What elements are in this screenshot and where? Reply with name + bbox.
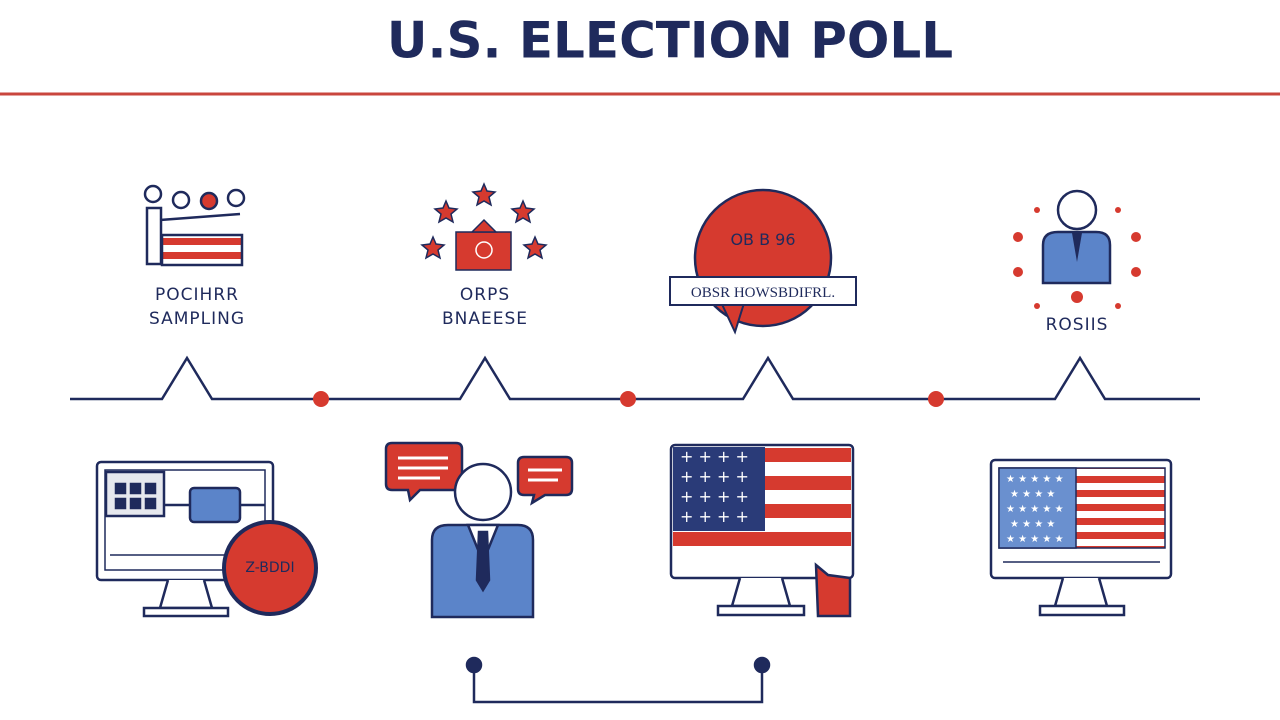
flag-monitor-part-part: + + + + bbox=[680, 447, 749, 466]
timeline-dot bbox=[313, 391, 944, 407]
speaker-icon-part bbox=[453, 462, 513, 522]
speech-bubble-part bbox=[669, 276, 857, 306]
flag-monitor-part-part: ★ ★ ★ ★ bbox=[1010, 489, 1055, 500]
flag-monitor-part-part: + + + + bbox=[680, 507, 749, 526]
flag-monitor-part bbox=[1053, 577, 1109, 608]
monitor-part-part bbox=[144, 497, 157, 510]
badge-text: Z-BDDI bbox=[245, 560, 294, 576]
monitor-part bbox=[158, 579, 214, 610]
flag-monitor-part-part: + + + + bbox=[680, 487, 749, 506]
monitor-part-part bbox=[129, 482, 142, 495]
candidate-icon-part-part bbox=[1071, 291, 1083, 303]
stars-icon-part bbox=[522, 235, 548, 260]
monitor-part bbox=[114, 482, 157, 510]
stars-icon-part bbox=[475, 241, 493, 259]
monitor-part-part bbox=[129, 497, 142, 510]
candidate-icon-part-part bbox=[1131, 267, 1141, 277]
title: U.S. ELECTION POLL bbox=[387, 12, 953, 70]
flag-monitor-part bbox=[814, 562, 852, 618]
candidate-icon-part-part bbox=[1115, 303, 1121, 309]
timeline-dot-part bbox=[928, 391, 944, 407]
candidate-icon-part-part bbox=[1013, 267, 1023, 277]
sampling-icon-part bbox=[143, 184, 163, 204]
monitor-part-part bbox=[114, 497, 127, 510]
flag-monitor-part: + + + ++ + + ++ + + ++ + + + bbox=[680, 447, 749, 526]
candidate-icon-part bbox=[1013, 207, 1141, 309]
flag-monitor-part-part: ★ ★ ★ ★ ★ bbox=[1006, 474, 1064, 485]
step-label: BNAEESE bbox=[442, 309, 528, 329]
step-label: POCIHRR bbox=[155, 285, 239, 305]
speaker-icon-part bbox=[475, 530, 491, 593]
timeline-dot-part bbox=[620, 391, 636, 407]
stars-icon-part bbox=[470, 218, 498, 233]
flag-monitor-part bbox=[1038, 604, 1126, 617]
candidate-icon-part-part bbox=[1013, 232, 1023, 242]
speaker-icon-part bbox=[384, 441, 464, 503]
connector bbox=[465, 656, 771, 704]
flag-monitor-part-part: ★ ★ ★ ★ ★ bbox=[1006, 504, 1064, 515]
stars-icon-part bbox=[420, 235, 446, 260]
flag-monitor-part bbox=[716, 604, 806, 617]
candidate-icon bbox=[1013, 189, 1141, 309]
sampling-icon-part bbox=[199, 191, 219, 211]
flag-monitor-part-part: ★ ★ ★ ★ ★ bbox=[1006, 534, 1064, 545]
stars-icon bbox=[420, 182, 548, 271]
candidate-icon-part-part bbox=[1115, 207, 1121, 213]
step-label: SAMPLING bbox=[149, 309, 245, 329]
flag-monitor: ★ ★ ★ ★ ★ ★ ★ ★ ★ ★ ★ ★ ★ ★ ★ ★ ★ ★ ★ ★ ★ ★ … bbox=[989, 458, 1173, 617]
monitor-part bbox=[222, 520, 318, 616]
banner-text: OBSR HOWSBDIFRL. bbox=[691, 285, 835, 301]
stars-icon-part bbox=[455, 231, 512, 271]
flag-monitor: + + + ++ + + ++ + + ++ + + + bbox=[669, 443, 855, 618]
timeline bbox=[70, 355, 1200, 401]
connector-part bbox=[472, 665, 764, 704]
step-label: ROSIIS bbox=[1046, 315, 1109, 335]
flag-monitor-part bbox=[730, 577, 792, 608]
candidate-icon-part-part bbox=[1131, 232, 1141, 242]
speaker-icon-part bbox=[528, 468, 562, 482]
speech-bubble bbox=[669, 188, 857, 335]
stars-icon-part bbox=[510, 199, 536, 224]
candidate-icon-part bbox=[1072, 233, 1082, 262]
flag-monitor-part-part: ★ ★ ★ ★ bbox=[1010, 519, 1055, 530]
monitor bbox=[95, 460, 318, 618]
candidate-icon-part bbox=[1056, 189, 1098, 231]
monitor-part bbox=[188, 486, 242, 524]
flag-monitor-part: ★ ★ ★ ★ ★ ★ ★ ★ ★ ★ ★ ★ ★ ★ ★ ★ ★ ★ ★ ★ ★ ★ … bbox=[1006, 474, 1064, 545]
sampling-icon-part bbox=[226, 188, 246, 208]
flag-monitor-part bbox=[998, 467, 1077, 549]
flag-monitor-part-part: + + + + bbox=[680, 467, 749, 486]
sampling-icon-part bbox=[160, 233, 244, 267]
connector-part bbox=[753, 656, 771, 674]
sampling-icon-part bbox=[159, 212, 241, 222]
monitor-part-part bbox=[144, 482, 157, 495]
sampling-icon bbox=[143, 184, 246, 267]
candidate-icon-part-part bbox=[1034, 303, 1040, 309]
connector-part bbox=[465, 656, 483, 674]
stars-icon-part bbox=[471, 182, 497, 207]
candidate-icon-part-part bbox=[1034, 207, 1040, 213]
speaker-icon bbox=[384, 441, 574, 619]
stars-icon-part bbox=[433, 199, 459, 224]
speaker-icon-part bbox=[398, 456, 448, 480]
monitor-part bbox=[142, 606, 230, 618]
flag-monitor-part bbox=[673, 447, 765, 531]
monitor-part-part bbox=[114, 482, 127, 495]
timeline-dot-part bbox=[313, 391, 329, 407]
step-label: ORPS bbox=[460, 285, 510, 305]
sampling-icon-part bbox=[171, 190, 191, 210]
sampling-icon-part bbox=[145, 206, 163, 266]
bubble-text: OB B 96 bbox=[730, 230, 795, 249]
